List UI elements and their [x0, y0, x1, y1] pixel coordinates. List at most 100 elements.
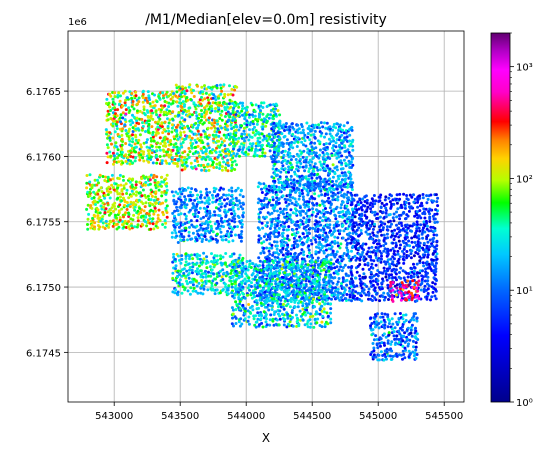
data-point	[372, 194, 376, 197]
data-point	[384, 209, 388, 212]
data-point	[210, 104, 213, 108]
data-point	[349, 177, 353, 181]
data-point	[271, 217, 275, 221]
data-point	[111, 124, 115, 128]
data-point	[347, 151, 351, 154]
data-point	[431, 290, 435, 294]
data-point	[407, 202, 411, 205]
data-point	[250, 144, 254, 148]
data-point	[382, 204, 386, 208]
data-point	[93, 225, 97, 229]
data-point	[398, 192, 402, 196]
data-point	[181, 285, 185, 289]
data-point	[134, 183, 138, 187]
data-point	[300, 140, 304, 144]
data-point	[235, 271, 239, 275]
data-point	[325, 121, 329, 125]
data-point	[333, 239, 337, 243]
data-point	[206, 126, 210, 130]
data-point	[201, 98, 204, 102]
data-point	[129, 194, 133, 198]
data-point	[230, 186, 234, 190]
data-point	[343, 263, 347, 267]
data-point	[386, 228, 390, 232]
data-point	[394, 268, 398, 272]
data-point	[341, 257, 345, 261]
data-point	[350, 291, 354, 295]
data-point	[226, 272, 230, 276]
data-point	[157, 120, 160, 124]
data-point	[432, 199, 436, 203]
data-point	[239, 205, 243, 209]
data-point	[278, 136, 282, 140]
data-point	[141, 96, 145, 100]
data-point	[301, 165, 305, 169]
data-point	[140, 128, 144, 132]
data-point	[201, 292, 205, 296]
data-point	[421, 196, 425, 200]
data-point	[293, 251, 297, 255]
data-point	[305, 121, 309, 125]
data-point	[191, 265, 195, 269]
data-point	[328, 157, 332, 160]
data-point	[140, 117, 144, 121]
data-point	[265, 205, 269, 209]
data-point	[133, 159, 137, 163]
data-point	[179, 206, 183, 210]
data-point	[217, 139, 221, 143]
data-point	[99, 199, 103, 202]
data-point	[179, 261, 183, 265]
data-point	[417, 249, 421, 253]
data-point	[163, 219, 167, 223]
data-point	[179, 232, 183, 236]
data-point	[277, 233, 281, 237]
data-point	[215, 262, 219, 266]
data-point	[212, 166, 216, 169]
data-point	[234, 188, 238, 192]
data-point	[257, 181, 261, 185]
data-point	[344, 272, 348, 276]
data-point	[288, 128, 292, 132]
data-point	[130, 144, 133, 148]
data-point	[240, 223, 244, 226]
data-point	[205, 266, 209, 270]
data-point	[402, 192, 406, 196]
data-point	[238, 275, 242, 279]
data-point	[225, 124, 229, 128]
data-point	[153, 93, 156, 97]
data-point	[205, 212, 209, 216]
data-point	[392, 252, 396, 256]
data-point	[171, 148, 175, 152]
data-point	[201, 260, 205, 264]
data-point	[196, 214, 200, 218]
data-point	[276, 131, 280, 135]
data-point	[371, 205, 375, 208]
data-point	[183, 108, 187, 112]
data-point	[270, 308, 274, 311]
data-point	[336, 280, 340, 284]
data-point	[253, 114, 257, 118]
data-point	[426, 255, 430, 259]
data-point	[349, 282, 352, 286]
data-point	[192, 225, 195, 229]
data-point	[345, 283, 349, 287]
data-point	[395, 201, 399, 205]
data-point	[96, 192, 100, 196]
data-point	[245, 105, 249, 109]
data-point	[298, 175, 302, 179]
data-point	[206, 155, 210, 159]
data-point	[266, 278, 270, 282]
data-point	[386, 286, 390, 290]
data-point	[368, 219, 372, 223]
data-point	[220, 165, 224, 169]
data-point	[236, 102, 240, 106]
data-point	[255, 273, 259, 277]
data-point	[250, 304, 254, 308]
data-point	[214, 150, 218, 154]
data-point	[399, 203, 403, 207]
data-point	[216, 219, 219, 223]
data-point	[162, 128, 166, 132]
data-point	[386, 252, 390, 256]
data-point	[295, 239, 299, 243]
data-point	[383, 295, 387, 299]
